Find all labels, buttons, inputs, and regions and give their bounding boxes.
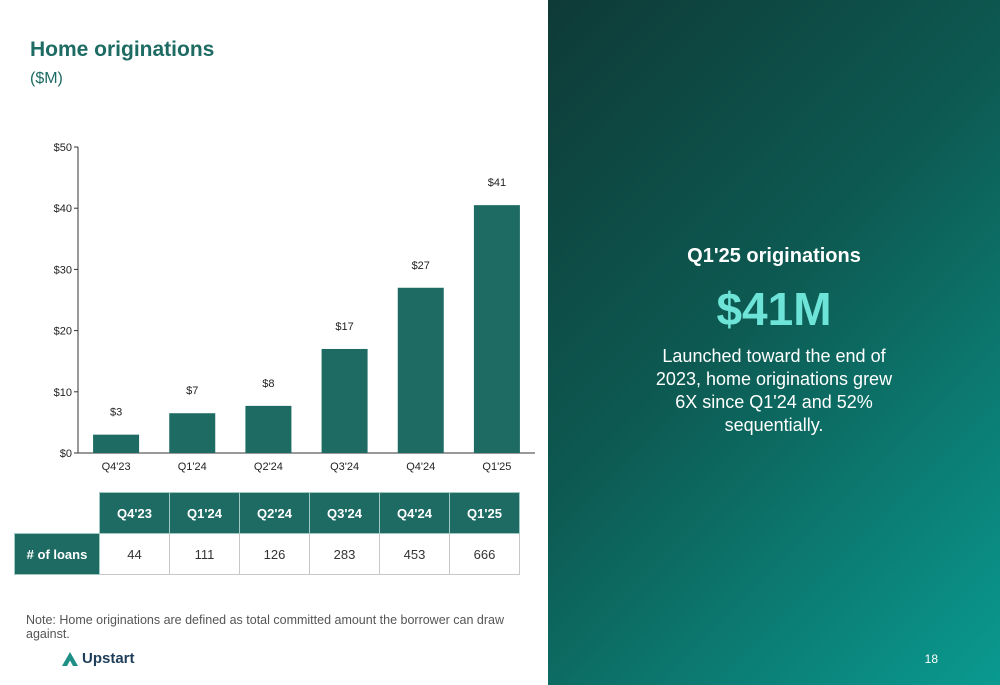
bar	[397, 287, 444, 453]
table-header-q3-24: Q3'24	[309, 492, 380, 534]
y-tick-label: $50	[54, 142, 72, 154]
y-tick-label: $40	[54, 203, 72, 215]
table-header-q1-24: Q1'24	[169, 492, 240, 534]
y-tick-label: $0	[60, 448, 72, 460]
panel-heading: Q1'25 originations	[687, 245, 861, 267]
x-tick-label: Q1'25	[482, 461, 511, 473]
bar-data-label: $8	[262, 378, 274, 390]
x-tick-label: Q2'24	[254, 461, 283, 473]
upstart-logo: Upstart	[62, 650, 135, 667]
bar	[245, 405, 292, 453]
bar	[473, 205, 520, 453]
x-tick-label: Q3'24	[330, 461, 359, 473]
x-tick-label: Q4'24	[406, 461, 435, 473]
bar	[321, 348, 368, 453]
panel-description: Launched toward the end of 2023, home or…	[655, 346, 893, 435]
x-tick-label: Q1'24	[178, 461, 207, 473]
table-row: # of loans 44 111 126 283 453 666	[14, 533, 520, 575]
bar	[93, 434, 140, 453]
table-header-q1-25: Q1'25	[449, 492, 520, 534]
page-number: 18	[924, 652, 938, 666]
y-tick-label: $30	[54, 264, 72, 276]
chart-title: Home originations	[30, 38, 215, 61]
bar	[169, 413, 216, 453]
panel-value: $41M	[716, 283, 832, 335]
table-header-q2-24: Q2'24	[239, 492, 310, 534]
table-cell: 453	[379, 533, 450, 575]
table-cell: 111	[169, 533, 240, 575]
table-cell: 666	[449, 533, 520, 575]
loans-table-header-row: Q4'23 Q1'24 Q2'24 Q3'24 Q4'24 Q1'25	[15, 492, 520, 534]
y-tick-label: $10	[54, 387, 72, 399]
bar-chart: $0 $10 $20 $30 $40 $50 $3 Q4'23 $7 Q1'24 $8 Q2'24 $1…	[54, 142, 535, 473]
y-tick-label: $20	[54, 326, 72, 338]
bar-data-label: $17	[335, 321, 353, 333]
table-cell: 44	[99, 533, 170, 575]
chart-subtitle: ($M)	[30, 70, 63, 87]
table-header-q4-24: Q4'24	[379, 492, 450, 534]
table-cell: 283	[309, 533, 380, 575]
bar-data-label: $7	[186, 385, 198, 397]
bar-data-label: $3	[110, 407, 122, 419]
bar-data-label: $41	[488, 177, 506, 189]
bar-data-label: $27	[412, 260, 430, 272]
upstart-logo-icon	[62, 651, 78, 666]
table-corner	[15, 493, 100, 534]
table-row-label: # of loans	[14, 533, 100, 575]
loans-table: Q4'23 Q1'24 Q2'24 Q3'24 Q4'24 Q1'25 # of…	[14, 492, 520, 575]
x-tick-label: Q4'23	[102, 461, 131, 473]
left-panel: Home originations ($M) $0 $10 $20 $30 $40 $50…	[14, 38, 535, 667]
footnote: Note: Home originations are defined as t…	[26, 613, 505, 641]
table-cell: 126	[239, 533, 310, 575]
highlight-panel: Q1'25 originations $41M Launched toward …	[548, 0, 1000, 685]
logo-text: Upstart	[82, 650, 135, 667]
table-header-q4-23: Q4'23	[99, 492, 170, 534]
